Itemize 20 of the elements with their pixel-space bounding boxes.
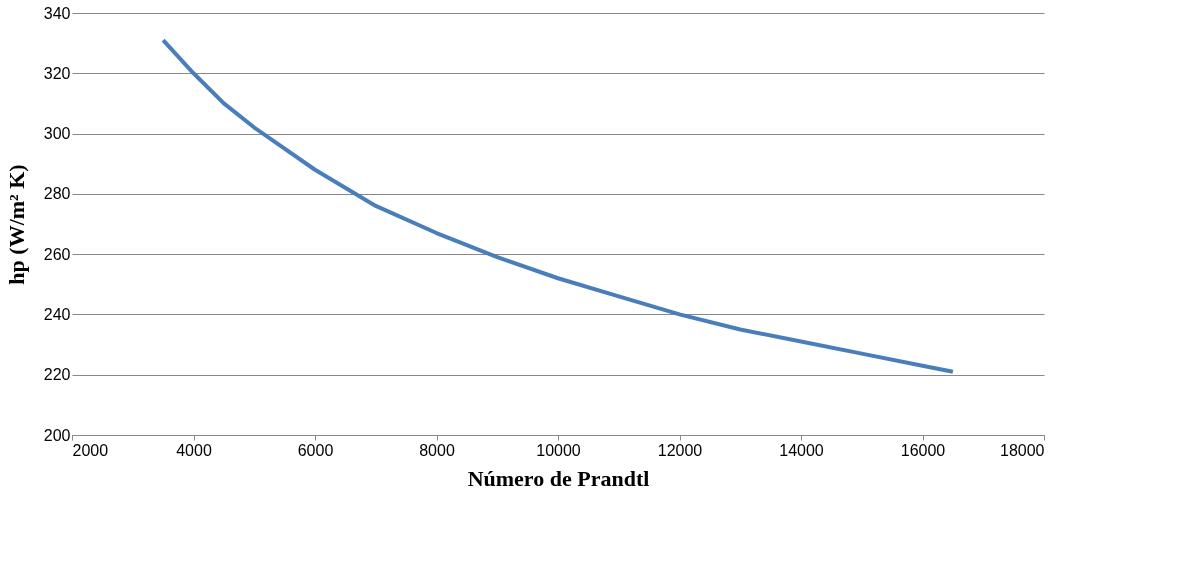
x-tick-label: 6000 (297, 441, 334, 459)
y-tick-label: 300 (43, 125, 71, 143)
y-tick-label: 220 (43, 366, 71, 384)
y-tick-label: 260 (43, 245, 71, 263)
x-tick-label: 8000 (419, 441, 455, 459)
y-tick-label: 340 (43, 4, 71, 22)
y-axis-title: hp (W/m² K) (3, 164, 29, 285)
x-tick-label: 2000 (72, 441, 109, 459)
y-tick-label: 240 (43, 305, 71, 323)
x-axis-title: Número de Prandtl (467, 465, 650, 491)
x-tick-label: 4000 (176, 441, 212, 459)
x-tick-label: 16000 (900, 441, 946, 459)
y-tick-label: 200 (43, 426, 71, 444)
x-tick-label: 18000 (1000, 441, 1045, 459)
line-series (161, 38, 955, 374)
x-tick-label: 14000 (779, 441, 824, 459)
x-tick-label: 12000 (657, 441, 703, 459)
y-tick-label: 320 (43, 64, 71, 82)
x-tick-label: 10000 (536, 441, 581, 459)
y-tick-label: 280 (43, 185, 71, 203)
